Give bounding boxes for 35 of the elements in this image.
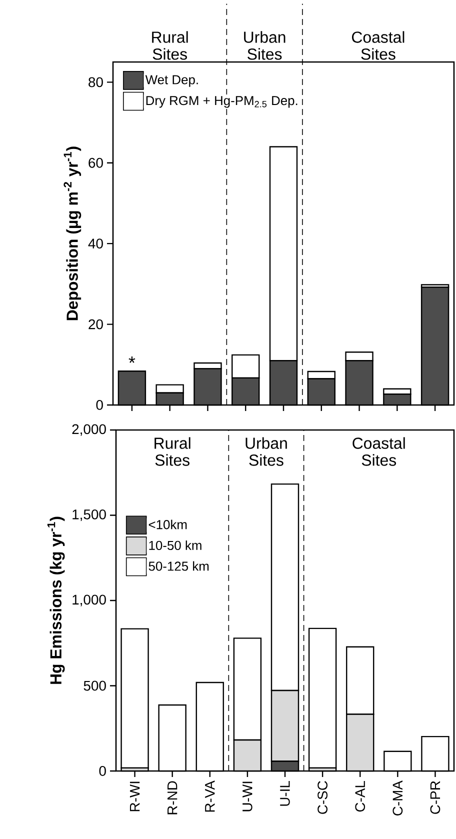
y-tick-label: 1,000 bbox=[72, 594, 106, 606]
y-axis-title: Hg Emissions (kg yr$^{-1}$) bbox=[47, 516, 65, 684]
x-tick-label: U-IL bbox=[280, 780, 290, 806]
x-tick-label: C-PR bbox=[430, 781, 440, 814]
y-tick-label: 1,500 bbox=[72, 509, 106, 522]
x-tick-label: R-ND bbox=[168, 781, 178, 814]
x-tick-label: C-MA bbox=[392, 780, 403, 816]
annotation: Rural Sites bbox=[154, 437, 190, 466]
y-tick-label: 0 bbox=[99, 766, 106, 776]
x-tick-label: U-WI bbox=[242, 782, 252, 812]
y-tick-label: 2,000 bbox=[72, 424, 106, 436]
y-tick-label: 0 bbox=[96, 400, 103, 410]
y-tick-label: 40 bbox=[88, 238, 103, 249]
y-tick-label: 60 bbox=[88, 158, 103, 168]
text: Urban Sites bbox=[244, 31, 286, 60]
annotation: Coastal Sites bbox=[352, 437, 405, 466]
y-tick-label: 20 bbox=[88, 319, 103, 330]
legend-label: 10-50 km bbox=[149, 540, 202, 550]
annotation: Urban Sites bbox=[246, 437, 287, 466]
y-axis-title: Deposition (µg m$^{-2}$ yr$^{-1}$) bbox=[64, 146, 82, 320]
x-tick-label: R-WI bbox=[130, 782, 140, 812]
bar bbox=[120, 628, 149, 769]
legend-label: <10km bbox=[148, 520, 187, 530]
text: Coastal Sites bbox=[352, 31, 404, 60]
legend-label: 50-125 km bbox=[148, 561, 209, 571]
x-tick-label: C-AL bbox=[355, 780, 366, 812]
text: Rural Sites bbox=[152, 31, 188, 60]
bar bbox=[308, 628, 337, 769]
x-tick-label: C-SC bbox=[318, 781, 328, 814]
legend-label: Wet Dep. bbox=[145, 75, 198, 87]
y-tick-label: 80 bbox=[88, 77, 103, 88]
legend-label: Dry RGM + Hg-PM$_{2.5}$ Dep. bbox=[146, 96, 298, 108]
y-tick-label: 500 bbox=[84, 680, 106, 691]
annotation: * bbox=[128, 356, 136, 363]
x-tick-label: R-VA bbox=[205, 780, 215, 812]
